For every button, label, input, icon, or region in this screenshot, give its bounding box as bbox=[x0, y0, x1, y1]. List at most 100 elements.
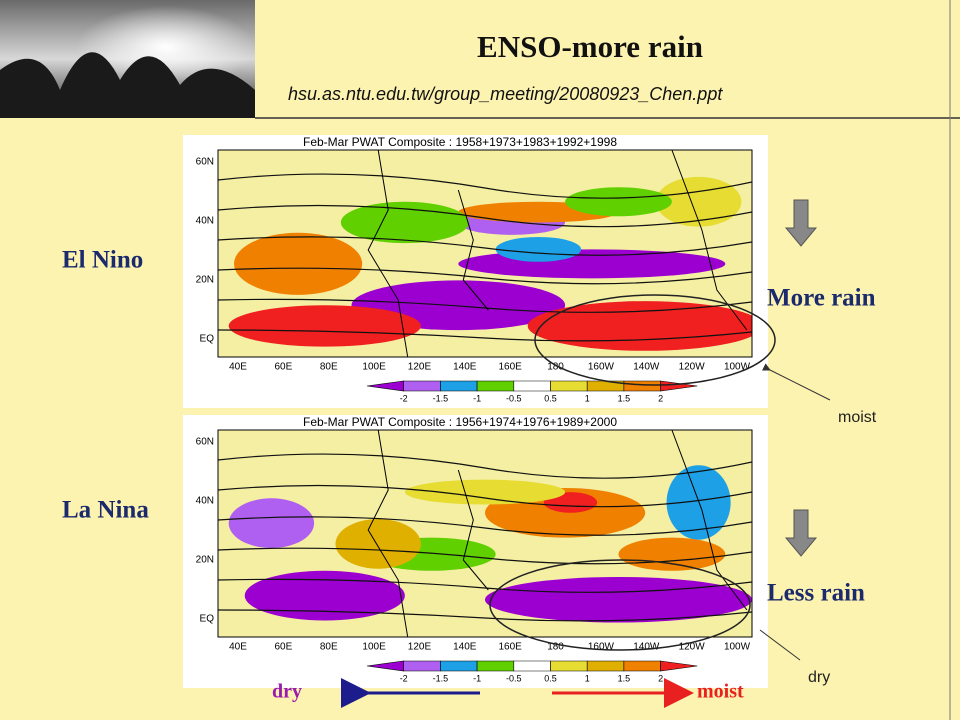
colorbar-label: 2 bbox=[658, 673, 663, 683]
contour bbox=[218, 453, 752, 479]
anomaly-area bbox=[340, 201, 469, 244]
lon-label: 80E bbox=[320, 642, 338, 653]
anomaly-area bbox=[234, 232, 363, 295]
colorbar-segment bbox=[550, 380, 588, 392]
legend-moist: moist bbox=[697, 681, 744, 703]
contour bbox=[218, 173, 752, 199]
highlight-ellipse bbox=[534, 294, 776, 386]
lon-label: 40E bbox=[229, 362, 247, 373]
lat-label: 60N bbox=[196, 437, 214, 448]
contour bbox=[218, 329, 752, 342]
callout-line bbox=[761, 363, 831, 401]
colorbar-label: -0.5 bbox=[506, 393, 522, 403]
anomaly-area bbox=[404, 479, 566, 505]
colorbar-label: 1 bbox=[585, 673, 590, 683]
anomaly-area bbox=[565, 187, 672, 217]
anomaly-area bbox=[618, 537, 726, 571]
colorbar-segment bbox=[513, 660, 551, 672]
map-title: Feb-Mar PWAT Composite : 1958+1973+1983+… bbox=[303, 135, 617, 149]
panel-label: El Nino bbox=[62, 247, 143, 274]
contour bbox=[218, 298, 752, 313]
colorbar-segment bbox=[550, 660, 588, 672]
lon-label: 120W bbox=[679, 642, 706, 653]
contour bbox=[218, 609, 752, 622]
effect-label: Less rain bbox=[767, 580, 865, 607]
lon-label: 140W bbox=[633, 362, 660, 373]
lat-label: 20N bbox=[196, 275, 214, 286]
callout: moist bbox=[838, 409, 877, 426]
lat-label: 60N bbox=[196, 157, 214, 168]
anomaly-area bbox=[244, 570, 405, 621]
lon-label: 100E bbox=[362, 642, 386, 653]
contour bbox=[218, 547, 752, 565]
colorbar-label: -0.5 bbox=[506, 673, 522, 683]
callout: dry bbox=[808, 669, 830, 686]
lon-label: 140W bbox=[633, 642, 660, 653]
colorbar-segment bbox=[476, 380, 515, 392]
lon-label: 40E bbox=[229, 642, 247, 653]
colorbar-label: 1 bbox=[585, 393, 590, 403]
lon-label: 160W bbox=[588, 362, 615, 373]
colorbar-label: 1.5 bbox=[618, 673, 631, 683]
colorbar-segment bbox=[476, 660, 515, 672]
anomaly-area bbox=[228, 498, 315, 548]
colorbar-segment bbox=[403, 380, 441, 392]
lon-label: 100E bbox=[362, 362, 386, 373]
down-arrow bbox=[784, 199, 818, 247]
colorbar-label: -2 bbox=[400, 673, 408, 683]
colorbar-segment bbox=[623, 660, 661, 672]
anomaly-area bbox=[228, 305, 421, 347]
lon-label: 180 bbox=[547, 362, 564, 373]
colorbar-segment bbox=[660, 660, 698, 672]
map-panel: Feb-Mar PWAT Composite : 1958+1973+1983+… bbox=[183, 135, 768, 408]
panel-label: La Nina bbox=[62, 497, 149, 524]
lat-label: 40N bbox=[196, 216, 214, 227]
highlight-ellipse bbox=[489, 559, 751, 651]
effect-label: More rain bbox=[767, 285, 876, 312]
lon-label: 100W bbox=[724, 642, 751, 653]
colorbar-label: -2 bbox=[400, 393, 408, 403]
plot-border bbox=[217, 429, 753, 638]
lon-label: 120E bbox=[408, 362, 432, 373]
colorbar-segment bbox=[586, 660, 625, 672]
lon-label: 160E bbox=[499, 362, 523, 373]
lon-label: 100W bbox=[724, 362, 751, 373]
anomaly-area bbox=[495, 236, 582, 262]
contour bbox=[218, 484, 752, 508]
lon-label: 120E bbox=[408, 642, 432, 653]
colorbar-segment bbox=[403, 660, 441, 672]
lat-label: 40N bbox=[196, 496, 214, 507]
map-plot bbox=[218, 150, 752, 357]
colorbar-label: -1 bbox=[473, 673, 481, 683]
colorbar-segment bbox=[623, 380, 661, 392]
colorbar-label: -1.5 bbox=[433, 673, 449, 683]
anomaly-area bbox=[335, 519, 421, 569]
lat-label: 20N bbox=[196, 555, 214, 566]
lon-label: 120W bbox=[679, 362, 706, 373]
lon-label: 140E bbox=[453, 642, 477, 653]
anomaly-area bbox=[458, 249, 726, 279]
coastline bbox=[367, 150, 748, 357]
coastline bbox=[367, 430, 748, 637]
lat-label: EQ bbox=[200, 334, 215, 345]
lon-label: 160W bbox=[588, 642, 615, 653]
lon-label: 80E bbox=[320, 362, 338, 373]
lon-label: 60E bbox=[274, 642, 292, 653]
colorbar-label: 1.5 bbox=[618, 393, 631, 403]
colorbar-label: 0.5 bbox=[544, 393, 557, 403]
down-arrow bbox=[784, 509, 818, 557]
callout-line bbox=[759, 629, 801, 661]
plot-border bbox=[217, 149, 753, 358]
colorbar-segment bbox=[440, 660, 478, 672]
anomaly-area bbox=[655, 176, 742, 227]
colorbar-segment bbox=[440, 380, 478, 392]
lon-label: 160E bbox=[499, 642, 523, 653]
source: hsu.as.ntu.edu.tw/group_meeting/20080923… bbox=[288, 84, 723, 104]
contour bbox=[218, 516, 752, 536]
map-plot bbox=[218, 430, 752, 637]
lon-label: 60E bbox=[274, 362, 292, 373]
header-image bbox=[0, 0, 255, 118]
map-title: Feb-Mar PWAT Composite : 1956+1974+1976+… bbox=[303, 415, 617, 429]
anomaly-area bbox=[527, 301, 752, 351]
